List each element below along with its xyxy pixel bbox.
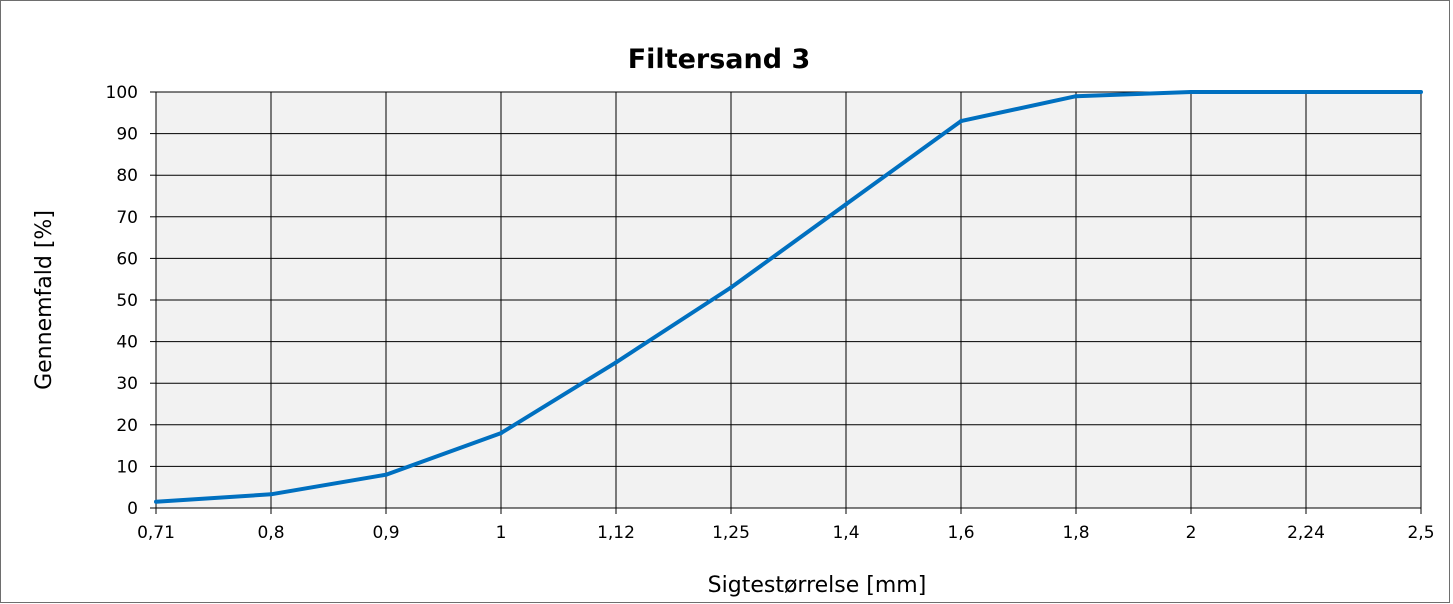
chart-title: Filtersand 3 <box>628 44 811 75</box>
x-tick-label: 1,25 <box>712 523 750 543</box>
y-tick-label: 80 <box>116 166 138 186</box>
series-layer <box>154 90 1423 504</box>
series-line <box>155 90 1421 504</box>
y-tick-label: 70 <box>116 208 138 228</box>
x-tick-label: 2,24 <box>1287 523 1325 543</box>
data-point <box>1074 94 1078 99</box>
x-tick-label: 1,12 <box>597 523 635 543</box>
y-tick-label: 20 <box>116 416 138 436</box>
data-point <box>729 285 733 290</box>
x-tick-label: 2 <box>1186 523 1197 543</box>
data-point <box>499 431 503 436</box>
y-tick-label: 90 <box>116 125 138 145</box>
x-tick-label: 1,6 <box>947 523 974 543</box>
data-point <box>844 202 848 207</box>
y-tick-label: 100 <box>106 83 138 103</box>
x-axis-ticks: 0,71 0,8 0,9 1 1,12 1,25 1,4 1,6 1,8 2 2,24 2,5 <box>137 508 1435 543</box>
x-tick-label: 1,4 <box>832 523 859 543</box>
data-point <box>1419 90 1423 94</box>
y-tick-label: 30 <box>116 374 138 394</box>
x-tick-label: 2,5 <box>1407 523 1434 543</box>
x-tick-label: 1 <box>496 523 507 543</box>
y-axis-label: Gennemfald [%] <box>32 210 57 390</box>
y-tick-label: 10 <box>116 457 138 477</box>
y-tick-label: 60 <box>116 249 138 269</box>
data-point <box>154 499 158 504</box>
y-tick-label: 0 <box>127 499 138 519</box>
data-point <box>269 492 273 497</box>
data-point <box>959 119 963 124</box>
data-point <box>1189 90 1193 94</box>
x-tick-label: 1,8 <box>1062 523 1089 543</box>
data-point <box>1304 90 1308 94</box>
y-tick-label: 40 <box>116 333 138 353</box>
x-tick-label: 0,8 <box>257 523 284 543</box>
y-tick-label: 50 <box>116 291 138 311</box>
x-tick-label: 0,71 <box>137 523 175 543</box>
y-axis-ticks: 0 10 20 30 40 50 60 70 80 90 100 <box>106 83 156 519</box>
x-axis-label: Sigtestørrelse [mm] <box>708 573 927 598</box>
data-point <box>384 472 388 477</box>
data-point <box>614 360 618 365</box>
x-tick-label: 0,9 <box>372 523 399 543</box>
